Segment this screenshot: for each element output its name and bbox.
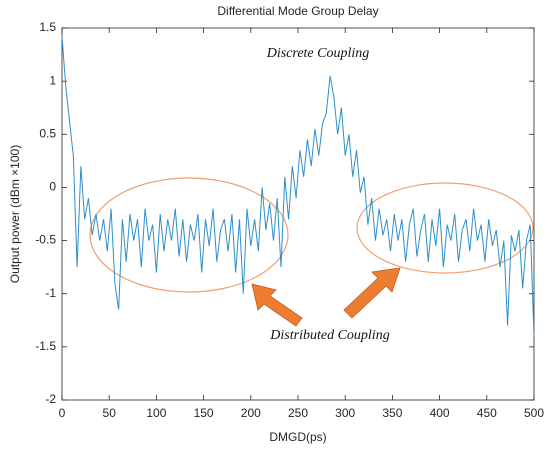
y-tick-label: 1 <box>49 73 56 87</box>
y-tick-label: 1.5 <box>39 20 56 34</box>
y-axis-label: Output power (dBm ×100) <box>8 145 22 283</box>
x-tick-label: 350 <box>382 406 402 420</box>
x-tick-label: 50 <box>103 406 117 420</box>
x-axis-label: DMGD(ps) <box>269 430 326 444</box>
y-tick-label: 0 <box>49 180 56 194</box>
x-tick-label: 200 <box>241 406 261 420</box>
x-tick-label: 500 <box>524 406 544 420</box>
ellipse <box>356 182 534 274</box>
y-tick-label: -0.5 <box>35 233 56 247</box>
annotation: Discrete Coupling <box>266 46 370 61</box>
x-tick-label: 150 <box>194 406 214 420</box>
x-tick-label: 0 <box>59 406 66 420</box>
y-tick-label: -1 <box>45 286 56 300</box>
y-tick-label: 0.5 <box>39 126 56 140</box>
x-tick-label: 400 <box>430 406 450 420</box>
x-tick-label: 250 <box>288 406 308 420</box>
chart-title: Differential Mode Group Delay <box>217 4 378 18</box>
x-tick-label: 450 <box>477 406 497 420</box>
y-tick-label: -2 <box>45 392 56 406</box>
arrow <box>343 267 401 319</box>
arrow <box>251 283 303 327</box>
ellipse <box>89 177 289 293</box>
data-line <box>61 36 535 337</box>
x-tick-label: 100 <box>146 406 166 420</box>
y-tick-label: -1.5 <box>35 339 56 353</box>
annotation: Distributed Coupling <box>269 328 389 343</box>
x-tick-label: 300 <box>335 406 355 420</box>
